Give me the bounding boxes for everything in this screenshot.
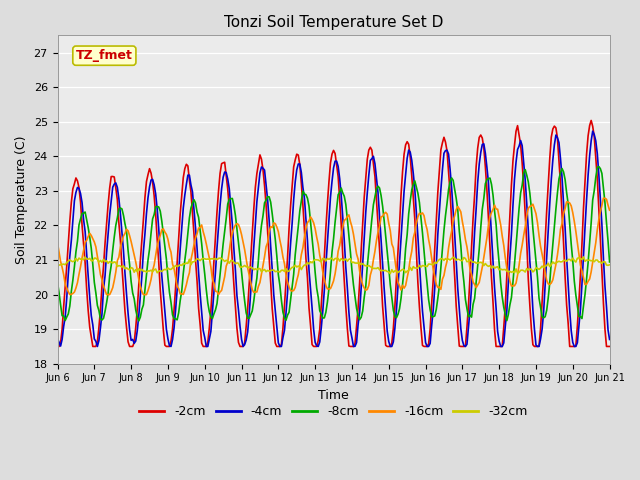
- Legend: -2cm, -4cm, -8cm, -16cm, -32cm: -2cm, -4cm, -8cm, -16cm, -32cm: [134, 400, 532, 423]
- -4cm: [605, 336, 613, 342]
- -2cm: [588, 118, 595, 123]
- Line: -32cm: -32cm: [58, 257, 609, 274]
- -2cm: [605, 344, 613, 349]
- -16cm: [70, 289, 78, 295]
- -4cm: [540, 309, 547, 315]
- -2cm: [156, 288, 164, 293]
- -2cm: [399, 169, 406, 175]
- Y-axis label: Soil Temperature (C): Soil Temperature (C): [15, 135, 28, 264]
- -16cm: [600, 195, 607, 201]
- -2cm: [69, 186, 77, 192]
- -8cm: [540, 315, 547, 321]
- -16cm: [400, 285, 408, 291]
- -4cm: [400, 188, 408, 194]
- -4cm: [369, 154, 377, 159]
- -32cm: [369, 265, 377, 271]
- Line: -4cm: -4cm: [58, 131, 609, 347]
- -32cm: [158, 269, 166, 275]
- -8cm: [400, 266, 408, 272]
- -32cm: [541, 264, 549, 269]
- -2cm: [54, 344, 61, 349]
- -8cm: [595, 164, 603, 169]
- Line: -16cm: -16cm: [58, 198, 609, 295]
- Line: -2cm: -2cm: [58, 120, 609, 347]
- -2cm: [538, 300, 546, 306]
- -4cm: [589, 128, 596, 134]
- Line: -8cm: -8cm: [58, 167, 609, 321]
- -32cm: [605, 262, 613, 268]
- -16cm: [540, 259, 547, 265]
- -4cm: [388, 344, 396, 349]
- -4cm: [69, 217, 77, 223]
- X-axis label: Time: Time: [318, 389, 349, 402]
- -32cm: [54, 264, 61, 269]
- -32cm: [69, 259, 77, 264]
- -8cm: [54, 279, 61, 285]
- -4cm: [158, 273, 166, 278]
- -32cm: [81, 254, 89, 260]
- -2cm: [387, 344, 394, 349]
- -16cm: [605, 207, 613, 213]
- -2cm: [368, 147, 376, 153]
- -16cm: [388, 241, 396, 247]
- -16cm: [158, 227, 166, 233]
- -8cm: [158, 218, 166, 224]
- Title: Tonzi Soil Temperature Set D: Tonzi Soil Temperature Set D: [224, 15, 444, 30]
- -4cm: [54, 336, 61, 341]
- -16cm: [66, 292, 74, 298]
- -16cm: [54, 240, 61, 246]
- -16cm: [369, 257, 377, 263]
- -8cm: [369, 202, 377, 207]
- -8cm: [135, 318, 143, 324]
- -32cm: [390, 269, 397, 275]
- -8cm: [388, 295, 396, 300]
- -8cm: [605, 259, 613, 265]
- -32cm: [387, 271, 394, 276]
- -4cm: [93, 344, 101, 349]
- -8cm: [69, 277, 77, 283]
- -32cm: [402, 270, 410, 276]
- Text: TZ_fmet: TZ_fmet: [76, 49, 133, 62]
